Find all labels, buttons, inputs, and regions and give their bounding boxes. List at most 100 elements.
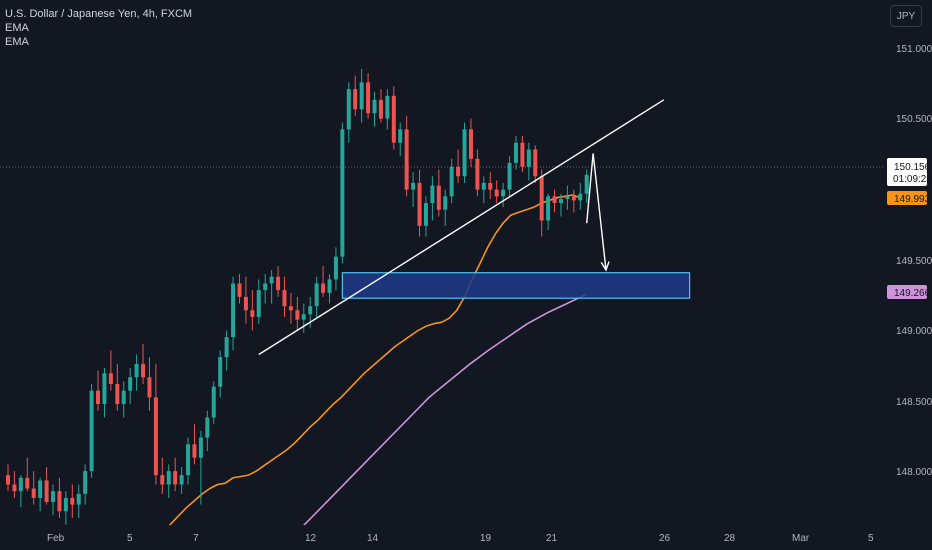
candle-body [507,162,512,190]
candle-body [108,373,113,384]
ema-indicator-label-1[interactable]: EMA [5,22,29,34]
candle-body [314,283,319,307]
candle-body [443,196,448,210]
candle-body [346,89,351,130]
candle-body [192,444,197,458]
bar-countdown: 01:09:28 [893,174,932,185]
candle-body [179,475,184,485]
symbol-title[interactable]: U.S. Dollar / Japanese Yen, 4h, FXCM [5,8,193,20]
last-price-tag: 150.156 01:09:28 [887,158,932,186]
ema-slow-price-tag: 149.266 [887,285,931,299]
candle-body [391,95,396,143]
candle-body [488,182,493,190]
candle-body [231,283,236,338]
candle-body [18,477,23,492]
candle-body [70,497,75,505]
x-tick-label: 19 [480,533,492,544]
candle-body [51,491,56,502]
candle-body [404,129,409,190]
candle-body [269,276,274,284]
candle-body [578,193,583,201]
chart-legend: U.S. Dollar / Japanese Yen, 4h, FXCM EMA… [5,7,192,49]
candle-body [366,82,371,114]
x-tick-label: Mar [792,533,810,544]
candle-body [456,166,461,177]
candle-body [295,310,300,320]
y-tick-label: 148.500 [896,397,932,408]
candle-body [282,290,287,307]
x-tick-label: 26 [659,533,671,544]
candle-body [256,290,261,317]
ema-indicator-label-2[interactable]: EMA [5,36,29,48]
candle-body [533,149,538,177]
candle-body [327,279,332,293]
candle-body [160,475,165,485]
ema-slow-series [303,293,587,525]
candle-body [571,196,576,201]
candle-body [134,363,139,378]
ema-fast-price-tag: 149.993 [887,191,931,205]
x-tick-label: 14 [367,533,379,544]
candle-body [141,363,146,378]
candlestick-series [6,69,589,525]
candle-body [353,89,358,110]
candle-body [288,306,293,311]
last-price-value: 150.156 [894,162,931,173]
candle-body [552,196,557,204]
candle-body [6,475,10,485]
arrow-head [600,261,610,272]
candle-body [76,493,81,505]
candle-body [340,129,345,257]
y-tick-label: 149.500 [896,256,932,267]
candle-body [153,397,158,476]
x-tick-label: 12 [305,533,317,544]
candle-body [546,196,551,221]
candle-body [417,182,422,226]
candle-body [224,337,229,358]
x-tick-label: 5 [127,533,133,544]
candle-body [359,82,364,110]
candle-body [205,417,210,438]
candle-body [565,196,570,200]
candle-body [501,189,506,197]
candle-body [263,283,268,291]
candle-body [102,373,107,405]
ema-fast-series [168,194,581,525]
y-tick-label: 151.000 [896,44,932,55]
candle-body [462,129,467,177]
x-tick-label: 21 [546,533,558,544]
candle-body [301,314,306,320]
candle-body [147,377,152,398]
ema-fast-line [168,194,581,525]
candle-body [128,377,133,391]
demand-zone[interactable] [341,272,691,299]
candle-body [385,95,390,119]
price-axis[interactable]: 151.000 150.500 149.500 149.000 148.500 … [896,44,932,478]
candle-body [411,182,416,190]
candle-body [83,471,88,494]
candle-body [372,99,377,114]
candle-body [186,444,191,476]
time-axis[interactable]: Feb 5 7 12 14 19 21 26 28 Mar 5 [47,533,874,544]
candle-body [243,296,248,311]
candle-body [513,142,518,163]
candle-body [378,99,383,119]
candle-body [121,390,126,405]
candle-body [468,129,473,159]
trendline[interactable] [258,99,665,356]
x-tick-label: Feb [47,533,65,544]
candle-body [333,256,338,280]
candle-body [276,276,281,291]
trendline-segment [258,99,665,356]
candle-body [558,199,563,204]
candle-body [539,176,544,221]
candle-body [494,189,499,197]
candle-body [96,390,101,405]
candle-body [173,471,178,485]
x-tick-label: 28 [724,533,736,544]
projection-arrow[interactable] [586,153,610,272]
currency-button[interactable]: JPY [890,5,922,27]
arrow-path [586,153,607,271]
ema-slow-line [303,293,587,525]
